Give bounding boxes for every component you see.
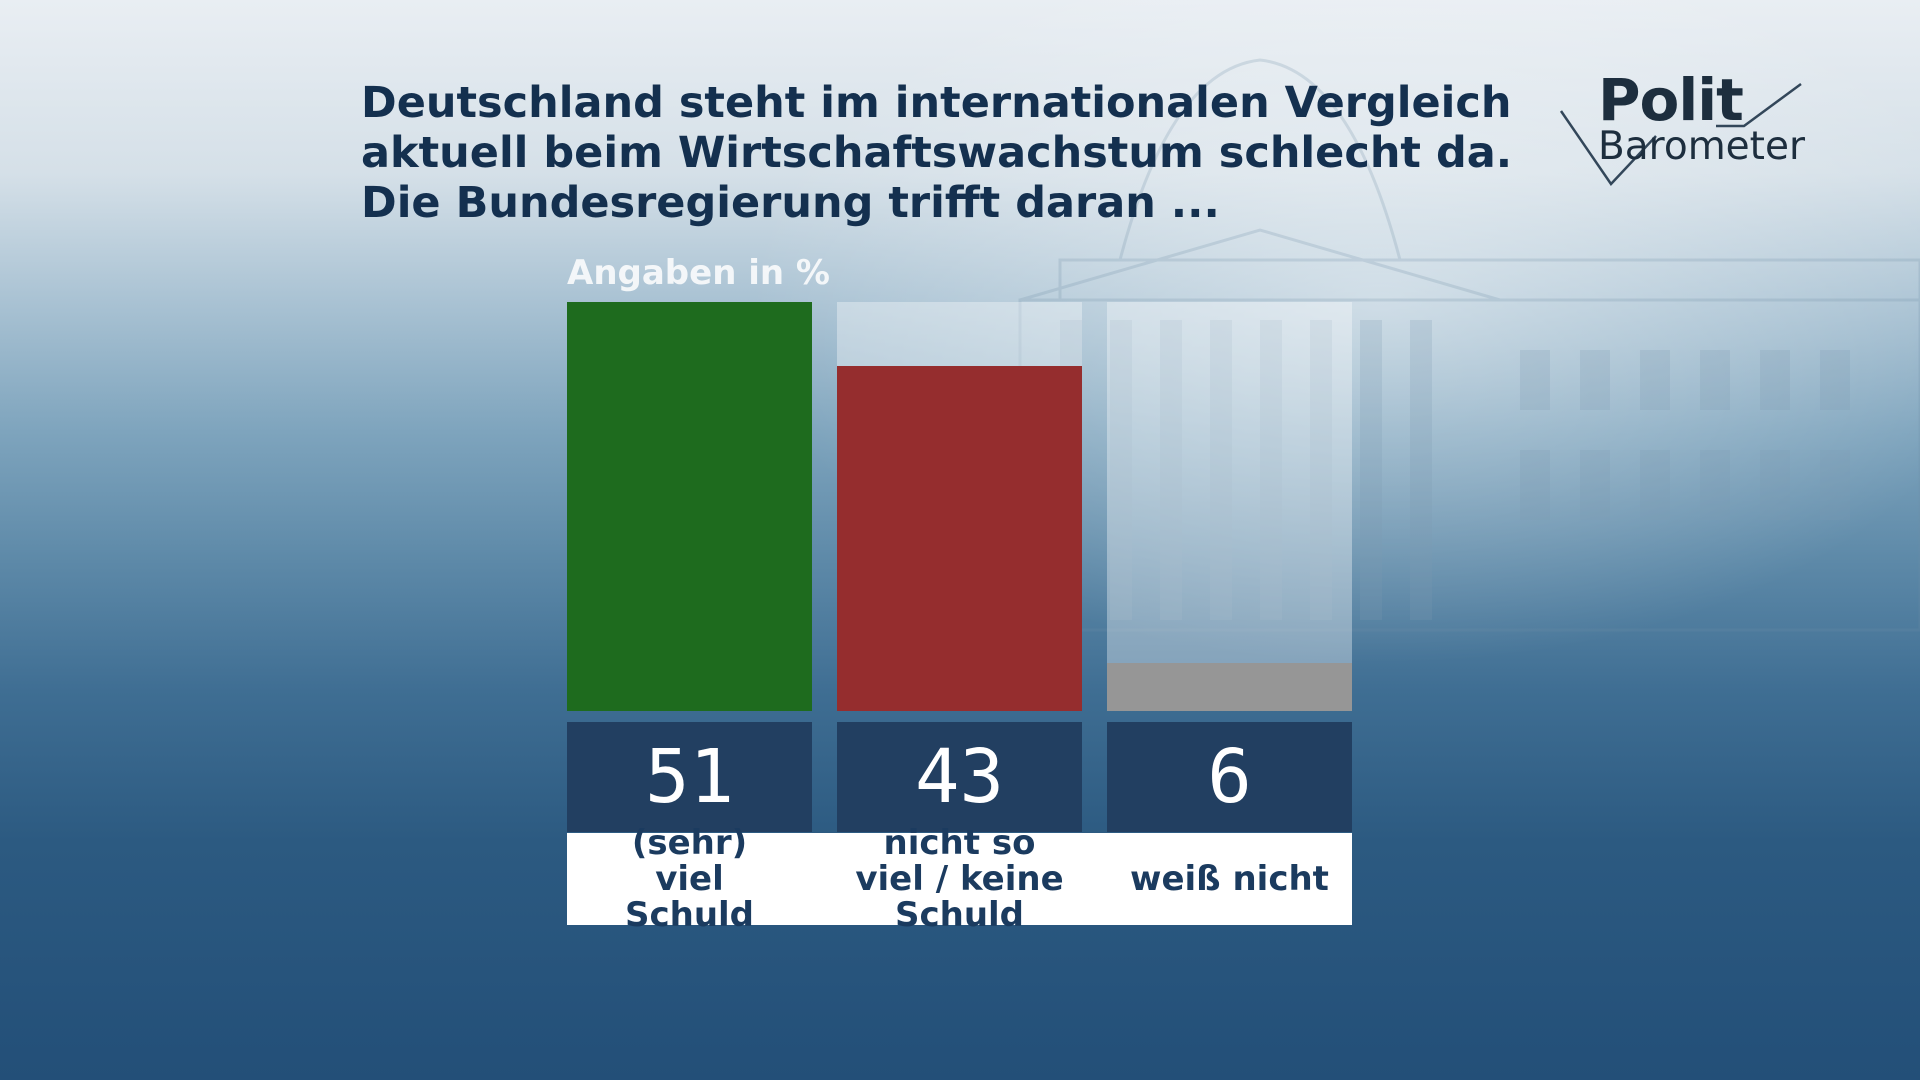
logo-polit-text: Polit (1598, 66, 1744, 134)
reichstag-building-silhouette (1018, 58, 1920, 632)
bar-sehr-viel-schuld (567, 302, 812, 711)
question-line-2: aktuell beim Wirtschaftswachstum schlech… (361, 128, 1513, 178)
category-label: weiß nicht (1130, 859, 1329, 899)
logo-barometer-text: Barometer (1598, 124, 1805, 169)
category-label: nicht so viel / keine Schuld (855, 823, 1064, 935)
value-label: 6 (1107, 722, 1352, 832)
value-label: 43 (837, 722, 1082, 832)
unit-label: Angaben in % (567, 253, 831, 293)
category-label-strip (567, 833, 1352, 925)
bar-nicht-so-viel-keine-schuld (837, 366, 1082, 711)
question-line-1: Deutschland steht im internationalen Ver… (361, 78, 1512, 128)
bar-chart (567, 302, 1352, 711)
column-background (1107, 302, 1352, 711)
bar-weiss-nicht (1107, 663, 1352, 711)
checkmark-icon (1559, 82, 1802, 186)
category-label: (sehr) viel Schuld (624, 823, 755, 935)
question-line-3: Die Bundesregierung trifft daran ... (361, 178, 1220, 228)
value-label: 51 (567, 722, 812, 832)
politbarometer-logo: Polit Barometer (1556, 66, 1806, 196)
question-title: Deutschland steht im internationalen Ver… (361, 78, 1521, 228)
